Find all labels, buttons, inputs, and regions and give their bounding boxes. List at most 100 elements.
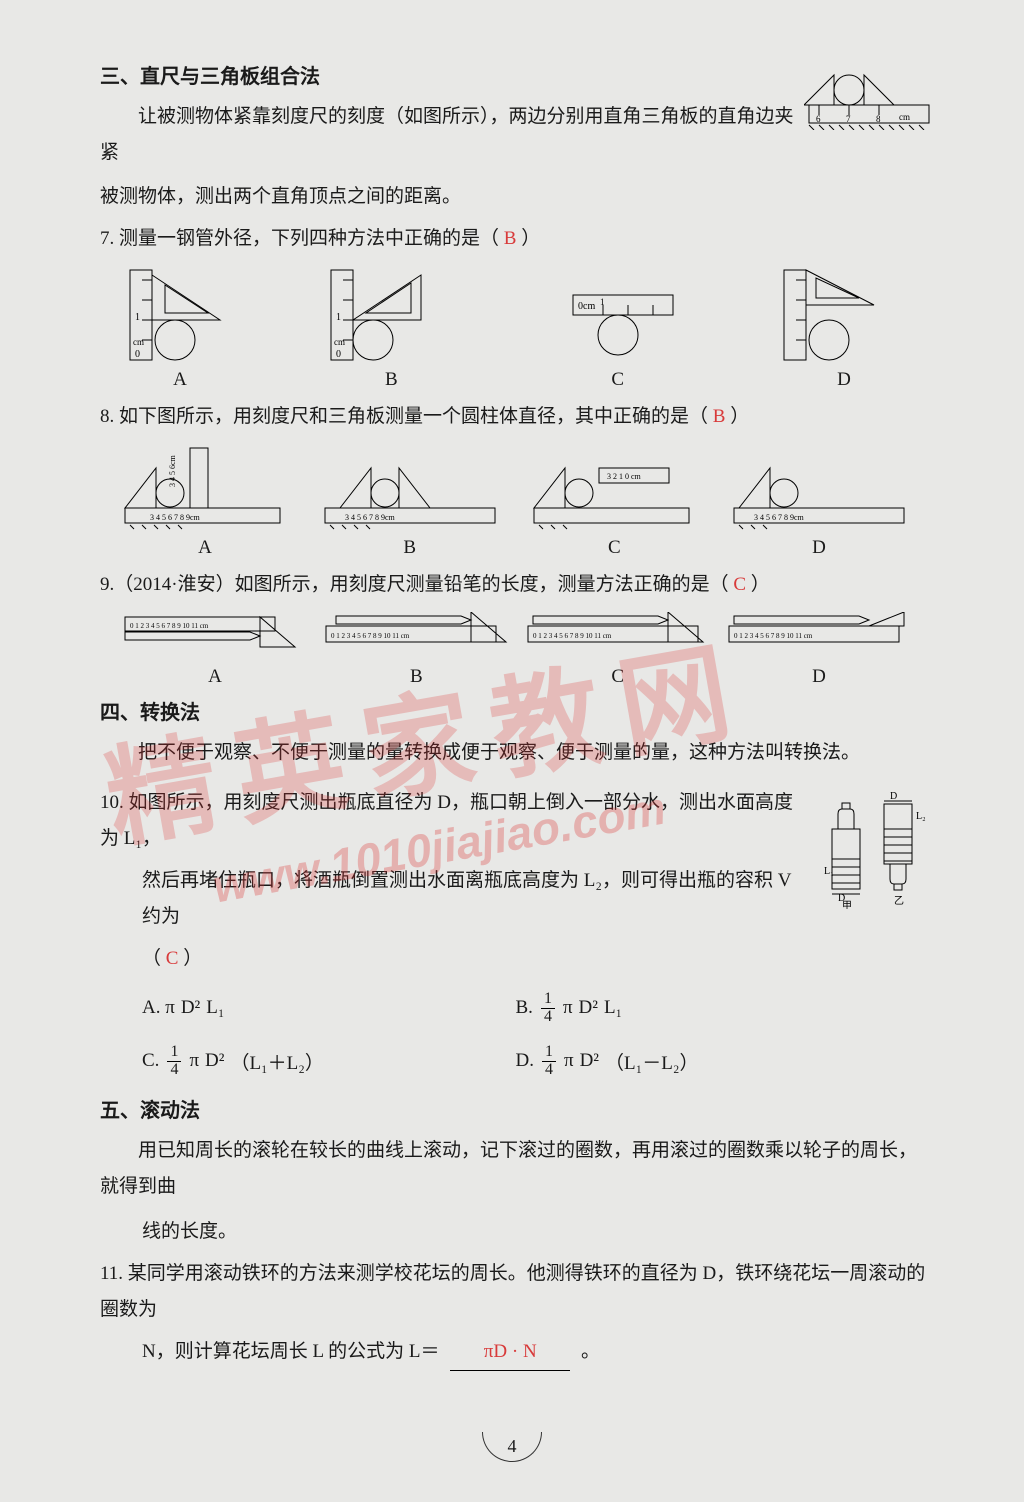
svg-text:3 4 5 6 7 8 9cm: 3 4 5 6 7 8 9cm xyxy=(345,513,396,522)
section3-title: 三、直尺与三角板组合法 xyxy=(100,60,794,89)
q8: 8. 如下图所示，用刻度尺和三角板测量一个圆柱体直径，其中正确的是（ B ） xyxy=(100,399,934,435)
q11-line2-pre: N，则计算花坛周长 L 的公式为 L＝ xyxy=(142,1341,439,1362)
q9-opt-d-label: D xyxy=(812,666,826,688)
q10-d-d2: D² xyxy=(580,1050,599,1072)
q9-opt-a-label: A xyxy=(208,666,222,688)
svg-text:3 4 5 6 7 8 9cm: 3 4 5 6 7 8 9cm xyxy=(754,513,805,522)
q9-opt-b-label: B xyxy=(410,666,423,688)
q10-line3: （ xyxy=(142,948,161,969)
q8-opt-d: 3 4 5 6 7 8 9cm D xyxy=(724,443,914,559)
section5-title: 五、滚动法 xyxy=(100,1094,934,1123)
section3-intro2: 被测物体，测出两个直角顶点之间的距离。 xyxy=(100,179,794,215)
q8-opt-c-label: C xyxy=(608,537,621,559)
q7-answer: B xyxy=(504,228,517,249)
q10-c-post: （L₁＋L₂） xyxy=(230,1048,323,1075)
svg-text:D: D xyxy=(890,791,897,802)
q9-options: 0 1 2 3 4 5 6 7 8 9 10 11 cm A 0 1 2 3 4… xyxy=(100,612,934,688)
q7-opt-c: 0cm 1 C xyxy=(543,265,693,391)
q8-opt-a-label: A xyxy=(198,537,212,559)
svg-text:甲: 甲 xyxy=(842,901,852,909)
q9-opt-a: 0 1 2 3 4 5 6 7 8 9 10 11 cm A xyxy=(120,612,310,688)
q10-c-d2: D² xyxy=(205,1050,224,1072)
q10-line2: 然后再堵住瓶口，将酒瓶倒置测出水面离瓶底高度为 L₂，则可得出瓶的容积 V 约为 xyxy=(100,863,809,935)
q9-opt-c: 0 1 2 3 4 5 6 7 8 9 10 11 cm C xyxy=(523,612,713,688)
q8-answer: B xyxy=(713,406,726,427)
q11-line1: 11. 某同学用滚动铁环的方法来测学校花坛的周长。他测得铁环的直径为 D，铁环绕… xyxy=(100,1256,934,1328)
svg-text:L₂: L₂ xyxy=(916,811,926,822)
section5-intro2: 线的长度。 xyxy=(100,1214,934,1250)
section4-title: 四、转换法 xyxy=(100,696,934,725)
q10-b-d2: D² xyxy=(579,997,598,1019)
q9-stem: 9.（2014·淮安）如图所示，用刻度尺测量铅笔的长度，测量方法正确的是（ xyxy=(100,574,729,595)
q8-opt-a: 3 4 5 6cm 3 4 5 6 7 8 9cm A xyxy=(120,443,290,559)
q10-options: A. πD²L₁ B. 14 πD²L₁ C. 14 πD²（L₁＋L₂） D.… xyxy=(142,991,809,1078)
q10-c-frac: 14 xyxy=(167,1044,181,1079)
q11-line2: N，则计算花坛周长 L 的公式为 L＝ πD · N 。 xyxy=(100,1334,934,1371)
q10-a-post: L₁ xyxy=(206,997,224,1019)
q10-a-d2: D² xyxy=(181,997,200,1019)
svg-text:0: 0 xyxy=(135,349,140,360)
q7: 7. 测量一钢管外径，下列四种方法中正确的是（ B ） xyxy=(100,221,934,257)
svg-text:1: 1 xyxy=(135,312,140,323)
q10-b-pre: B. xyxy=(516,997,533,1019)
q9: 9.（2014·淮安）如图所示，用刻度尺测量铅笔的长度，测量方法正确的是（ C … xyxy=(100,567,934,603)
q9-opt-c-label: C xyxy=(611,666,624,688)
svg-text:3 4 5 6cm: 3 4 5 6cm xyxy=(168,455,177,488)
q8-opt-c: 3 2 1 0 cm C xyxy=(529,443,699,559)
section4-intro: 把不便于观察、不便于测量的量转换成便于观察、便于测量的量，这种方法叫转换法。 xyxy=(100,735,934,771)
q8-options: 3 4 5 6cm 3 4 5 6 7 8 9cm A 3 4 5 6 7 8 … xyxy=(100,443,934,559)
page-number-value: 4 xyxy=(508,1436,517,1457)
svg-text:0cm: 0cm xyxy=(578,301,595,312)
q9-answer: C xyxy=(733,574,746,595)
section3-intro1: 让被测物体紧靠刻度尺的刻度（如图所示），两边分别用直角三角板的直角边夹紧 xyxy=(100,99,794,171)
svg-text:cm: cm xyxy=(133,337,144,347)
q8-opt-d-label: D xyxy=(812,537,826,559)
q9-opt-b: 0 1 2 3 4 5 6 7 8 9 10 11 cm B xyxy=(321,612,511,688)
q7-opt-a-label: A xyxy=(173,369,187,391)
q7-stem: 7. 测量一钢管外径，下列四种方法中正确的是（ xyxy=(100,228,499,249)
q10-close: ） xyxy=(183,948,202,969)
q7-opt-a: 1 cm 0 A xyxy=(120,265,240,391)
svg-text:3 4 5 6 7 8 9cm: 3 4 5 6 7 8 9cm xyxy=(150,513,201,522)
svg-text:乙: 乙 xyxy=(894,895,904,907)
svg-text:8: 8 xyxy=(876,114,881,124)
q7-close: ） xyxy=(521,228,540,249)
q10-b-frac: 14 xyxy=(541,991,555,1026)
q10-d-post: （L₁－L₂） xyxy=(605,1048,698,1075)
q7-opt-b-label: B xyxy=(385,369,398,391)
q7-opt-b: 1 cm 0 B xyxy=(321,265,461,391)
q10-opt-a: A. π D² L₁ xyxy=(142,991,436,1026)
page-number: 4 xyxy=(0,1432,1024,1462)
svg-text:cm: cm xyxy=(334,337,345,347)
q10-a-pre: A. π xyxy=(142,997,175,1019)
q10-d-frac: 14 xyxy=(542,1044,556,1079)
q7-opt-d-label: D xyxy=(837,369,851,391)
q10-opt-c: C. 14 πD²（L₁＋L₂） xyxy=(142,1044,436,1079)
q7-options: 1 cm 0 A 1 cm 0 B 0cm 1 xyxy=(100,265,934,391)
q10-diagram: L₁ D 甲 L₂ D 乙 xyxy=(824,779,934,909)
q11-line2-post: 。 xyxy=(581,1341,600,1362)
q10-d-pre: D. xyxy=(516,1050,534,1072)
svg-text:cm: cm xyxy=(899,112,910,122)
q10-b-post: L₁ xyxy=(604,997,622,1019)
q8-stem: 8. 如下图所示，用刻度尺和三角板测量一个圆柱体直径，其中正确的是（ xyxy=(100,406,708,427)
q8-opt-b: 3 4 5 6 7 8 9cm B xyxy=(315,443,505,559)
q7-opt-c-label: C xyxy=(611,369,624,391)
q9-opt-d: 0 1 2 3 4 5 6 7 8 9 10 11 cm D xyxy=(724,612,914,688)
q10-c-pre: C. xyxy=(142,1050,159,1072)
q10-line1: 10. 如图所示，用刻度尺测出瓶底直径为 D，瓶口朝上倒入一部分水，测出水面高度… xyxy=(100,785,809,857)
q10-opt-d: D. 14 πD²（L₁－L₂） xyxy=(516,1044,810,1079)
svg-text:0 1 2 3 4 5 6 7 8 9 10 11 cm: 0 1 2 3 4 5 6 7 8 9 10 11 cm xyxy=(533,632,612,640)
q10: 10. 如图所示，用刻度尺测出瓶底直径为 D，瓶口朝上倒入一部分水，测出水面高度… xyxy=(100,779,934,1079)
q7-opt-d: D xyxy=(774,265,914,391)
svg-text:1: 1 xyxy=(600,297,605,307)
q11-answer: πD · N xyxy=(450,1334,570,1371)
q10-opt-b: B. 14 πD²L₁ xyxy=(516,991,810,1026)
svg-text:L₁: L₁ xyxy=(824,866,834,877)
svg-text:7: 7 xyxy=(846,114,851,124)
q8-close: ） xyxy=(730,406,749,427)
q8-opt-b-label: B xyxy=(403,537,416,559)
svg-text:0 1 2 3 4 5 6 7 8 9 10 11 cm: 0 1 2 3 4 5 6 7 8 9 10 11 cm xyxy=(734,632,813,640)
svg-text:0 1 2 3 4 5 6 7 8 9 10 11 cm: 0 1 2 3 4 5 6 7 8 9 10 11 cm xyxy=(130,622,209,630)
svg-text:3 2 1 0 cm: 3 2 1 0 cm xyxy=(607,472,642,481)
